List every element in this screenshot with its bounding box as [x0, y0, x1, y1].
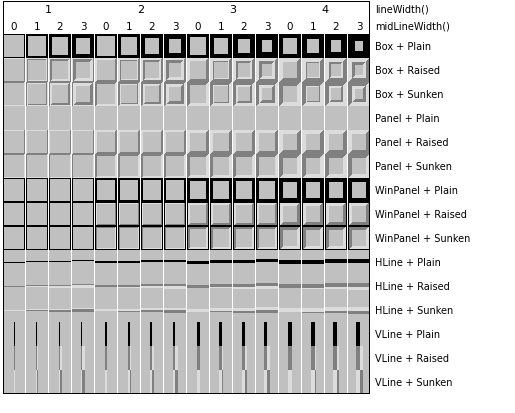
Text: Box + Sunken: Box + Sunken	[375, 90, 443, 100]
Text: Panel + Plain: Panel + Plain	[375, 114, 440, 124]
Text: VLine + Sunken: VLine + Sunken	[375, 377, 453, 387]
Text: 2: 2	[333, 21, 339, 31]
Text: 0: 0	[287, 21, 293, 31]
Text: 0: 0	[11, 21, 17, 31]
Text: VLine + Raised: VLine + Raised	[375, 353, 449, 363]
Text: 3: 3	[264, 21, 270, 31]
Text: HLine + Sunken: HLine + Sunken	[375, 305, 453, 315]
Text: midLineWidth(): midLineWidth()	[375, 21, 450, 31]
Text: HLine + Plain: HLine + Plain	[375, 257, 441, 267]
Text: WinPanel + Sunken: WinPanel + Sunken	[375, 233, 470, 243]
Text: 0: 0	[195, 21, 201, 31]
Text: 2: 2	[57, 21, 63, 31]
Text: VLine + Plain: VLine + Plain	[375, 329, 440, 339]
Text: 3: 3	[80, 21, 87, 31]
Text: 1: 1	[126, 21, 132, 31]
Text: lineWidth(): lineWidth()	[375, 5, 429, 15]
Text: 2: 2	[241, 21, 247, 31]
Text: 3: 3	[171, 21, 178, 31]
Text: HLine + Raised: HLine + Raised	[375, 281, 450, 291]
Text: 4: 4	[321, 5, 328, 15]
Text: 0: 0	[103, 21, 109, 31]
Text: 1: 1	[218, 21, 225, 31]
Text: Box + Plain: Box + Plain	[375, 42, 431, 52]
Text: 3: 3	[229, 5, 236, 15]
Text: Panel + Raised: Panel + Raised	[375, 138, 449, 147]
Text: Box + Raised: Box + Raised	[375, 66, 440, 76]
Text: 2: 2	[137, 5, 144, 15]
Text: 1: 1	[45, 5, 52, 15]
Text: 3: 3	[356, 21, 363, 31]
Text: WinPanel + Raised: WinPanel + Raised	[375, 209, 467, 219]
Text: 2: 2	[149, 21, 156, 31]
Text: 1: 1	[33, 21, 40, 31]
Text: Panel + Sunken: Panel + Sunken	[375, 161, 452, 171]
Text: WinPanel + Plain: WinPanel + Plain	[375, 185, 458, 195]
Text: 1: 1	[310, 21, 316, 31]
